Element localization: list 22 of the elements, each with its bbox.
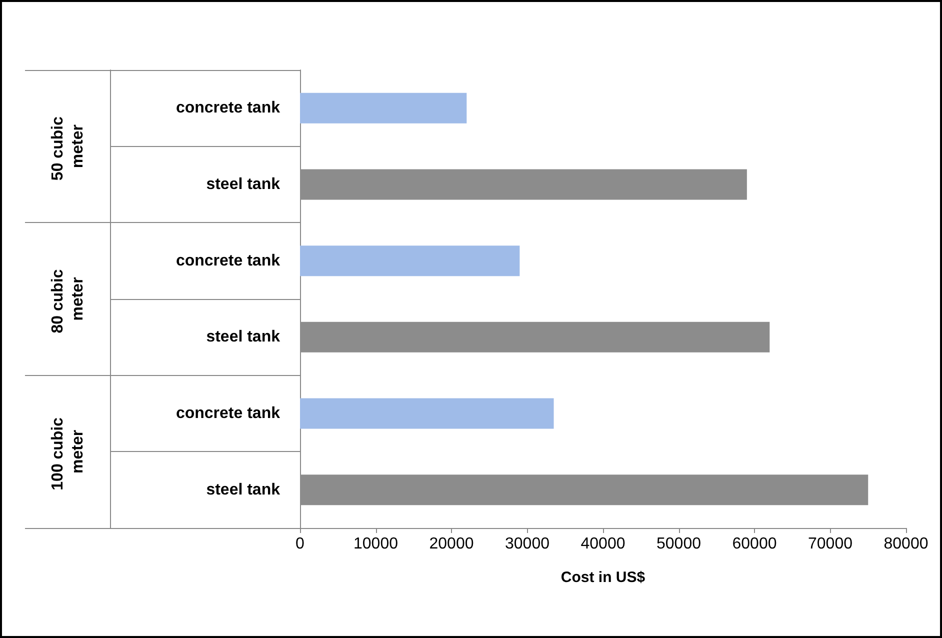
x-tick-label: 70000 — [808, 536, 853, 552]
y-tick-label: concrete tank — [176, 252, 280, 270]
y-tick-label: steel tank — [206, 481, 280, 498]
bar — [300, 92, 467, 124]
y-tick-label: concrete tank — [176, 100, 280, 117]
x-axis-title: Cost in US$ — [560, 569, 646, 586]
x-tick-label: 80000 — [884, 536, 928, 552]
text: 100 cubic meter — [50, 412, 86, 490]
x-tick-label: 40000 — [580, 536, 626, 552]
x-tick-label: 20000 — [429, 536, 474, 552]
bar — [300, 246, 520, 276]
x-tick-label: 0 — [296, 536, 305, 552]
y-tick-label: concrete tank — [176, 405, 280, 422]
x-tick-label: 10000 — [354, 536, 398, 552]
y-tick-label: steel tank — [206, 328, 280, 346]
bar — [300, 398, 554, 429]
x-tick-label: 30000 — [505, 536, 550, 552]
text: 50 cubic meter — [50, 112, 86, 181]
y-tick-label: steel tank — [206, 176, 280, 193]
text: 80 cubic meter — [50, 264, 86, 334]
x-tick-label: 60000 — [732, 536, 777, 552]
x-tick-label: 50000 — [656, 536, 702, 552]
